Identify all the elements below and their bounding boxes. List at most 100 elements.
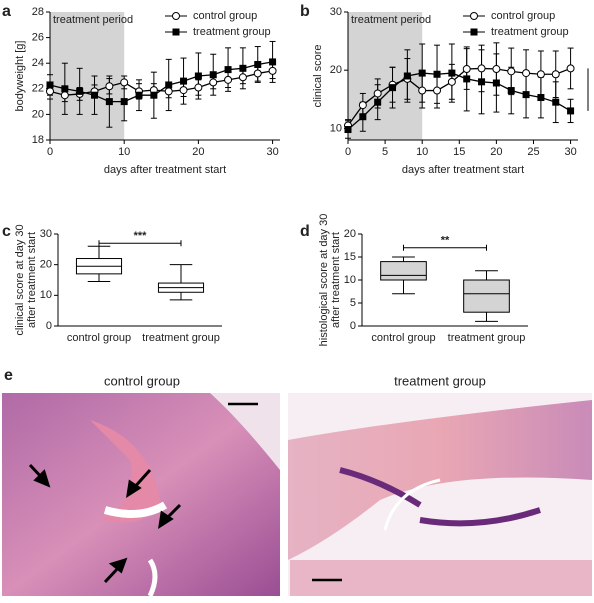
significance-label: *** [134, 230, 148, 242]
marker [389, 84, 397, 92]
shaded-region [50, 12, 125, 140]
x-tick-label: 20 [490, 146, 502, 158]
marker [536, 70, 545, 79]
significance-label: *** [590, 83, 594, 97]
marker [254, 60, 262, 68]
marker [46, 81, 54, 89]
image-control [2, 393, 280, 598]
x-tick-label: 0 [47, 146, 53, 158]
y-tick-label: 30 [40, 228, 52, 240]
y-axis-label: clinical score [312, 45, 324, 108]
y-axis-label: after treatment start [26, 232, 38, 328]
shaded-region [348, 12, 423, 140]
marker [76, 87, 84, 95]
shaded-label: treatment period [351, 14, 431, 26]
marker [120, 78, 129, 87]
marker [120, 98, 128, 106]
marker [492, 65, 501, 74]
legend-marker [470, 28, 478, 36]
marker [194, 83, 203, 92]
y-tick-label: 0 [46, 320, 52, 332]
significance-label: ** [441, 235, 450, 247]
marker [344, 126, 352, 134]
marker [373, 89, 382, 98]
chart: b treatment period 10 20 30 clinical score 0 5 1… [300, 3, 594, 176]
x-tick-label: 10 [118, 146, 130, 158]
marker [61, 85, 69, 93]
image-treatment [288, 393, 592, 596]
marker [209, 78, 218, 87]
legend-marker [172, 28, 180, 36]
x-tick-label: 20 [192, 146, 204, 158]
marker [447, 77, 456, 86]
y-axis-label: histological score at day 30 [318, 214, 330, 347]
marker [165, 81, 173, 89]
chart: a treatment period 18 20 22 24 26 28 bodyweight … [2, 3, 280, 176]
y-tick-label: 0 [350, 320, 356, 332]
panel-label: b [300, 3, 310, 20]
marker [105, 98, 113, 106]
x-tick-label: 10 [416, 146, 428, 158]
series-line [347, 72, 571, 131]
shaded-label: treatment period [53, 14, 133, 26]
marker [478, 78, 486, 86]
x-tick-label: 25 [527, 146, 539, 158]
marker [374, 98, 382, 106]
x-tick-label: control group [67, 332, 131, 344]
marker [403, 72, 411, 80]
legend-label: treatment group [491, 26, 569, 38]
y-tick-label: 20 [32, 108, 44, 120]
panel-label: a [2, 3, 11, 20]
x-tick-label: treatment group [142, 332, 220, 344]
marker [537, 94, 545, 102]
x-tick-label: 30 [564, 146, 576, 158]
y-tick-label: 20 [344, 228, 356, 240]
marker [418, 86, 427, 95]
x-tick-label: 0 [345, 146, 351, 158]
panel-label: e [4, 367, 13, 384]
marker [179, 86, 188, 95]
marker [150, 91, 158, 99]
marker [269, 58, 277, 66]
y-tick-label: 22 [32, 83, 44, 95]
marker [224, 66, 232, 74]
y-tick-label: 10 [330, 122, 342, 134]
y-tick-label: 24 [32, 57, 44, 69]
y-tick-label: 10 [344, 274, 356, 286]
image-title: treatment group [394, 373, 486, 388]
y-tick-label: 28 [32, 6, 44, 18]
box [380, 261, 427, 281]
x-axis-label: days after treatment start [104, 164, 226, 176]
marker [238, 73, 247, 82]
marker [418, 69, 426, 77]
marker [463, 75, 471, 83]
image-title: control group [104, 373, 180, 388]
legend-marker [470, 12, 478, 20]
marker [359, 113, 367, 121]
marker [477, 64, 486, 73]
y-tick-label: 20 [330, 64, 342, 76]
legend-label: control group [193, 10, 257, 22]
marker [91, 91, 99, 99]
marker [448, 69, 456, 77]
y-axis-label: bodyweight [g] [14, 41, 26, 112]
marker [239, 64, 247, 72]
marker [433, 70, 441, 78]
marker [60, 91, 69, 100]
marker [164, 87, 173, 96]
box [463, 279, 510, 313]
y-axis-label: after treatment start [330, 232, 342, 328]
marker [209, 71, 217, 79]
marker [46, 87, 54, 96]
x-tick-label: 5 [382, 146, 388, 158]
marker [105, 82, 114, 91]
marker [522, 69, 531, 78]
legend-label: treatment group [193, 26, 271, 38]
marker [507, 87, 515, 95]
x-tick-label: 15 [453, 146, 465, 158]
x-tick-label: control group [371, 332, 435, 344]
chart: d 0 5 10 15 20 histological score at day 30 aft… [300, 214, 528, 347]
marker [492, 79, 500, 87]
y-tick-label: 15 [344, 251, 356, 263]
